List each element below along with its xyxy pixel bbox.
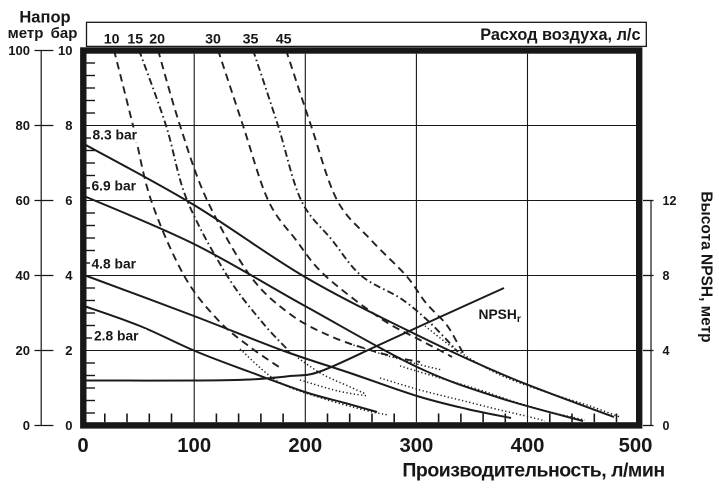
svg-text:Производительность, л/мин: Производительность, л/мин [402,459,664,481]
svg-text:8.3 bar: 8.3 bar [93,127,138,142]
svg-text:2: 2 [65,343,72,358]
svg-text:12: 12 [663,194,677,208]
svg-text:0: 0 [65,418,72,433]
svg-text:400: 400 [511,435,545,457]
svg-text:6: 6 [65,193,72,208]
svg-text:60: 60 [16,193,30,208]
svg-text:8: 8 [65,118,72,133]
svg-text:метр: метр [8,25,44,42]
svg-text:30: 30 [205,32,221,48]
svg-text:100: 100 [177,435,211,457]
svg-text:10: 10 [58,43,72,58]
svg-text:0: 0 [77,435,88,457]
svg-text:45: 45 [276,32,292,48]
svg-text:10: 10 [104,32,120,48]
svg-text:Расход воздуха, л/с: Расход воздуха, л/с [480,26,640,44]
svg-text:20: 20 [16,343,30,358]
svg-text:15: 15 [127,32,143,48]
svg-text:80: 80 [16,118,30,133]
svg-text:Напор: Напор [19,9,70,27]
svg-text:4: 4 [65,268,73,283]
svg-text:бар: бар [51,25,78,42]
svg-text:2.8 bar: 2.8 bar [94,328,139,343]
svg-text:500: 500 [619,435,653,457]
svg-text:8: 8 [663,269,670,283]
svg-text:40: 40 [16,268,30,283]
svg-text:100: 100 [8,43,30,58]
svg-text:0: 0 [23,418,30,433]
svg-text:4: 4 [663,344,670,358]
svg-text:35: 35 [243,32,259,48]
svg-text:NPSHr: NPSHr [479,307,521,325]
svg-text:0: 0 [663,419,670,433]
svg-text:20: 20 [149,32,165,48]
svg-text:300: 300 [399,435,433,457]
svg-text:Высота NPSH, метр: Высота NPSH, метр [698,191,715,342]
svg-text:6.9 bar: 6.9 bar [92,179,137,194]
svg-text:200: 200 [288,435,322,457]
svg-text:4.8 bar: 4.8 bar [92,257,137,272]
